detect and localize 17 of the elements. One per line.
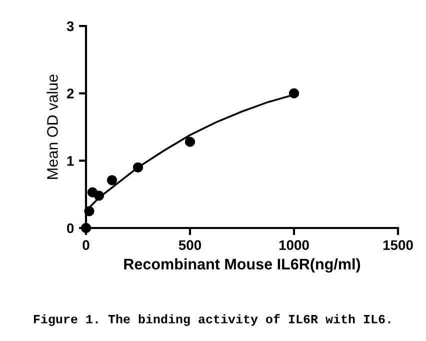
x-tick-label: 0 <box>82 240 90 250</box>
caption: Figure 1. The binding activity of IL6R with IL6. <box>34 314 390 326</box>
x-tick-label: 1000 <box>279 240 309 250</box>
point <box>132 162 144 172</box>
x-tick-label: 500 <box>178 240 202 250</box>
y-tick-label: 0 <box>67 223 74 234</box>
y-tick-label: 3 <box>66 21 74 32</box>
y-tick-label: 1 <box>67 156 74 166</box>
x-tick-label: 1500 <box>383 240 413 250</box>
point <box>184 136 196 147</box>
point <box>106 175 118 186</box>
point <box>84 206 94 216</box>
y-axis-title: Mean OD value <box>46 74 58 179</box>
point <box>288 88 300 98</box>
point <box>94 190 104 201</box>
y-tick-label: 2 <box>66 88 74 98</box>
x-axis-title: Recombinant Mouse IL6R(ng/ml) <box>124 258 360 273</box>
